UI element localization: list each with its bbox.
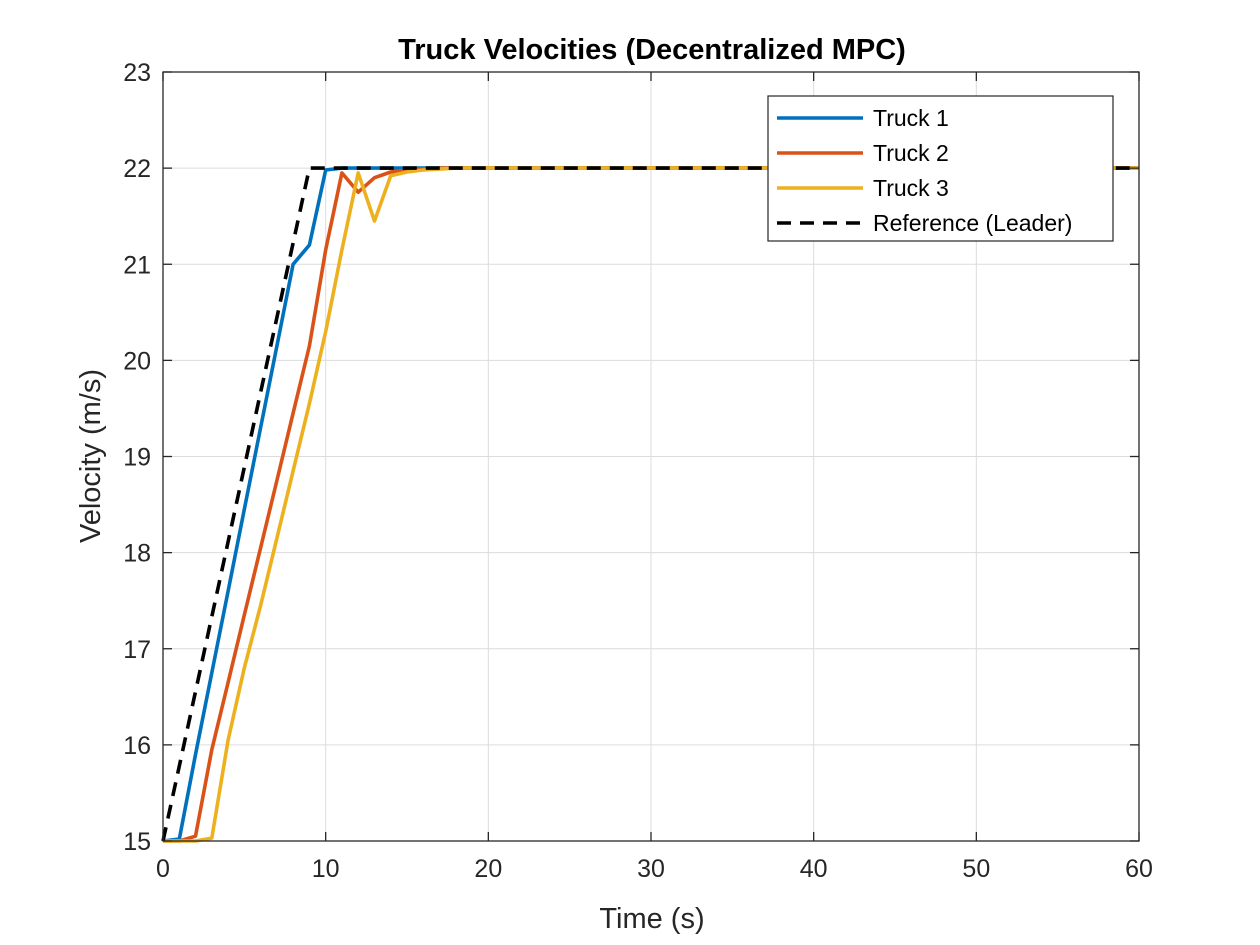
legend: Truck 1 Truck 2 Truck 3 Reference (Leader) — [767, 95, 1114, 242]
x-tick-label: 40 — [800, 855, 828, 883]
legend-label-4: Reference (Leader) — [873, 210, 1072, 236]
y-axis-label: Velocity (m/s) — [75, 369, 107, 543]
chart-title: Truck Velocities (Decentralized MPC) — [398, 34, 906, 66]
y-tick-label: 20 — [123, 347, 151, 375]
series-layer — [161, 166, 1139, 843]
y-tick-label: 23 — [123, 59, 151, 87]
legend-label-3: Truck 3 — [873, 175, 949, 201]
y-tick-label: 18 — [123, 540, 151, 568]
x-tick-label: 20 — [474, 855, 502, 883]
y-tick-label: 22 — [123, 155, 151, 183]
x-tick-label: 30 — [637, 855, 665, 883]
legend-box — [767, 95, 1114, 242]
legend-label-2: Truck 2 — [873, 140, 949, 166]
tick-marks — [162, 71, 1140, 842]
x-tick-label: 50 — [962, 855, 990, 883]
y-tick-label: 17 — [123, 636, 151, 664]
x-tick-label: 0 — [156, 855, 170, 883]
series-line-3 — [163, 166, 1139, 843]
x-axis-label: Time (s) — [599, 903, 704, 935]
legend-label-1: Truck 1 — [873, 105, 949, 131]
y-tick-label: 16 — [123, 732, 151, 760]
y-tick-labels: 15 16 17 18 19 20 21 22 23 — [123, 59, 151, 856]
x-tick-labels: 0 10 20 30 40 50 60 — [156, 855, 1153, 883]
x-tick-label: 10 — [312, 855, 340, 883]
y-tick-label: 15 — [123, 828, 151, 856]
y-tick-label: 19 — [123, 444, 151, 472]
x-tick-label: 60 — [1125, 855, 1153, 883]
y-tick-label: 21 — [123, 251, 151, 279]
